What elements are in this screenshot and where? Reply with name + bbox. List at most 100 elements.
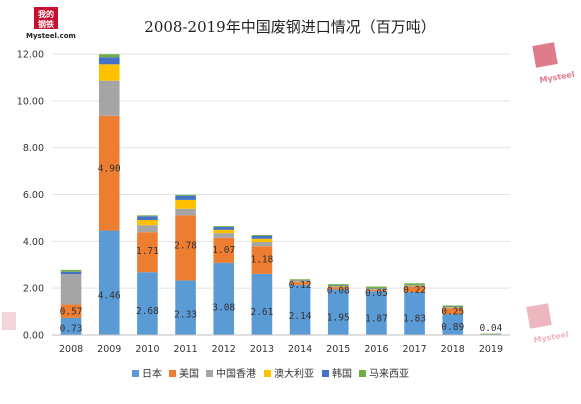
bar-segment-2018-s5 xyxy=(442,305,464,307)
x-tick-label-2019: 2019 xyxy=(479,344,503,355)
x-tick-label-2017: 2017 xyxy=(402,344,426,355)
bar-segment-2011-s2 xyxy=(175,208,196,216)
legend-swatch-0 xyxy=(132,370,139,377)
bar-segment-2015-s5 xyxy=(327,284,349,286)
legend-swatch-1 xyxy=(169,370,176,377)
y-axis-ticks: 0.00 2.00 4.00 6.00 8.00 10.00 12.00 xyxy=(17,50,44,342)
bar-segment-2014-s5 xyxy=(289,279,311,281)
bar-segment-2008-s4 xyxy=(60,271,82,275)
bar-segment-2013-s5 xyxy=(251,235,273,236)
bar-segment-2009-s3 xyxy=(98,64,120,81)
bar-segment-2016-s0 xyxy=(366,291,387,335)
bar-segment-2018-s1 xyxy=(442,308,464,315)
bar-segment-2017-s1 xyxy=(404,286,425,293)
watermark-lower-block xyxy=(526,303,552,329)
bar-segment-2013-s1 xyxy=(251,246,273,274)
data-label-usa-2011: 2.78 xyxy=(174,241,197,252)
bars xyxy=(60,54,502,335)
data-label-japan-2008: 0.73 xyxy=(60,324,83,335)
bar-segment-2017-s5 xyxy=(404,283,425,285)
bar-segment-2015-s2 xyxy=(327,286,349,288)
watermark-right: Mysteel xyxy=(532,42,575,85)
x-tick-label-2010: 2010 xyxy=(135,344,159,355)
legend-label-5: 马来西亚 xyxy=(369,368,409,380)
bar-segment-2016-s5 xyxy=(366,286,387,288)
logo-cn-top: 我的 xyxy=(38,9,54,19)
legend-swatch-5 xyxy=(359,370,366,377)
data-label-usa-2012: 1.07 xyxy=(212,245,235,256)
bar-segment-2010-s5 xyxy=(137,215,158,217)
data-label-japan-2018: 0.89 xyxy=(441,322,464,333)
data-label-japan-2009: 4.46 xyxy=(98,290,121,301)
data-label-japan-2010: 2.68 xyxy=(136,306,159,317)
data-label-japan-2019: 0.04 xyxy=(479,323,502,334)
bar-segment-2017-s3 xyxy=(404,285,425,287)
bar-segment-2015-s0 xyxy=(327,289,349,335)
legend-swatch-2 xyxy=(206,370,213,377)
bar-segment-2011-s0 xyxy=(175,280,196,335)
y-tick-label: 2.00 xyxy=(23,284,44,295)
gridlines xyxy=(52,53,510,289)
bar-segment-2014-s3 xyxy=(289,280,311,282)
bar-segment-2012-s4 xyxy=(213,227,235,230)
bar-segment-2012-s0 xyxy=(213,262,235,335)
watermark-right-text: Mysteel xyxy=(539,70,576,85)
data-label-japan-2012: 3.08 xyxy=(212,303,235,314)
x-tick-label-2009: 2009 xyxy=(97,344,121,355)
bar-segment-2010-s2 xyxy=(137,225,158,233)
watermark-lower-text: Mysteel xyxy=(533,330,570,345)
x-tick-label-2013: 2013 xyxy=(250,344,274,355)
legend: 日本 美国 中国香港 澳大利亚 韩国 马来西亚 xyxy=(132,367,409,380)
x-tick-label-2011: 2011 xyxy=(173,344,197,355)
data-label-usa-2017: 0.22 xyxy=(403,285,426,296)
bar-segment-2011-s5 xyxy=(175,194,196,196)
bar-segment-2008-s0 xyxy=(60,317,82,335)
bar-segment-2014-s1 xyxy=(289,282,311,285)
bar-segment-2013-s3 xyxy=(251,238,273,243)
bar-segment-2012-s5 xyxy=(213,226,235,228)
bar-segment-2013-s2 xyxy=(251,242,273,247)
bar-segment-2014-s0 xyxy=(289,284,311,335)
legend-label-1: 美国 xyxy=(179,367,199,380)
chart-title: 2008-2019年中国废钢进口情况（百万吨） xyxy=(144,18,435,36)
bar-segment-2012-s2 xyxy=(213,233,235,238)
bar-segment-2015-s1 xyxy=(327,287,349,290)
bar-segment-2011-s4 xyxy=(175,195,196,200)
bar-segment-2017-s4 xyxy=(404,284,425,286)
bar-segment-2017-s2 xyxy=(404,286,425,287)
bar-segment-2010-s1 xyxy=(137,232,158,273)
x-tick-label-2016: 2016 xyxy=(364,344,388,355)
data-labels: 0.73 0.57 4.46 4.90 2.68 1.71 2.33 2.78 3.08 1.07… xyxy=(60,163,503,334)
legend-swatch-3 xyxy=(264,370,271,377)
y-tick-label: 6.00 xyxy=(23,190,44,201)
bar-segment-2014-s2 xyxy=(289,281,311,283)
logo-cn-bottom: 钢铁 xyxy=(38,19,54,29)
bar-segment-2008-s1 xyxy=(60,304,82,318)
bar-segment-2019-s5 xyxy=(480,333,502,335)
data-label-japan-2017: 1.83 xyxy=(403,314,426,325)
bar-segment-2012-s1 xyxy=(213,237,235,263)
data-label-usa-2018: 0.25 xyxy=(441,306,464,317)
bar-segment-2009-s0 xyxy=(98,230,120,335)
watermark-left-block xyxy=(2,312,16,330)
bar-segment-2016-s2 xyxy=(366,289,387,291)
bar-segment-2009-s5 xyxy=(98,54,120,58)
x-tick-label-2018: 2018 xyxy=(441,344,465,355)
bar-segment-2016-s1 xyxy=(366,290,387,292)
bar-segment-2018-s4 xyxy=(442,306,464,308)
logo-red-block xyxy=(34,7,58,29)
x-tick-label-2008: 2008 xyxy=(59,344,83,355)
data-label-usa-2008: 0.57 xyxy=(60,307,83,318)
bar-segment-2009-s4 xyxy=(98,57,120,65)
bar-segment-2016-s4 xyxy=(366,287,387,289)
data-label-usa-2009: 4.90 xyxy=(98,163,121,174)
legend-label-2: 中国香港 xyxy=(216,367,256,380)
bar-segment-2010-s0 xyxy=(137,272,158,335)
bar-segment-2010-s3 xyxy=(137,220,158,226)
data-label-japan-2015: 1.95 xyxy=(327,313,350,324)
bar-segment-2009-s2 xyxy=(98,80,120,116)
y-tick-label: 10.00 xyxy=(17,96,44,107)
data-label-usa-2015: 0.08 xyxy=(327,285,350,296)
x-axis-ticks: 2008 2009 2010 2011 2012 2013 2014 2015 2016 2017… xyxy=(59,344,503,355)
bar-segment-2011-s1 xyxy=(175,215,196,281)
